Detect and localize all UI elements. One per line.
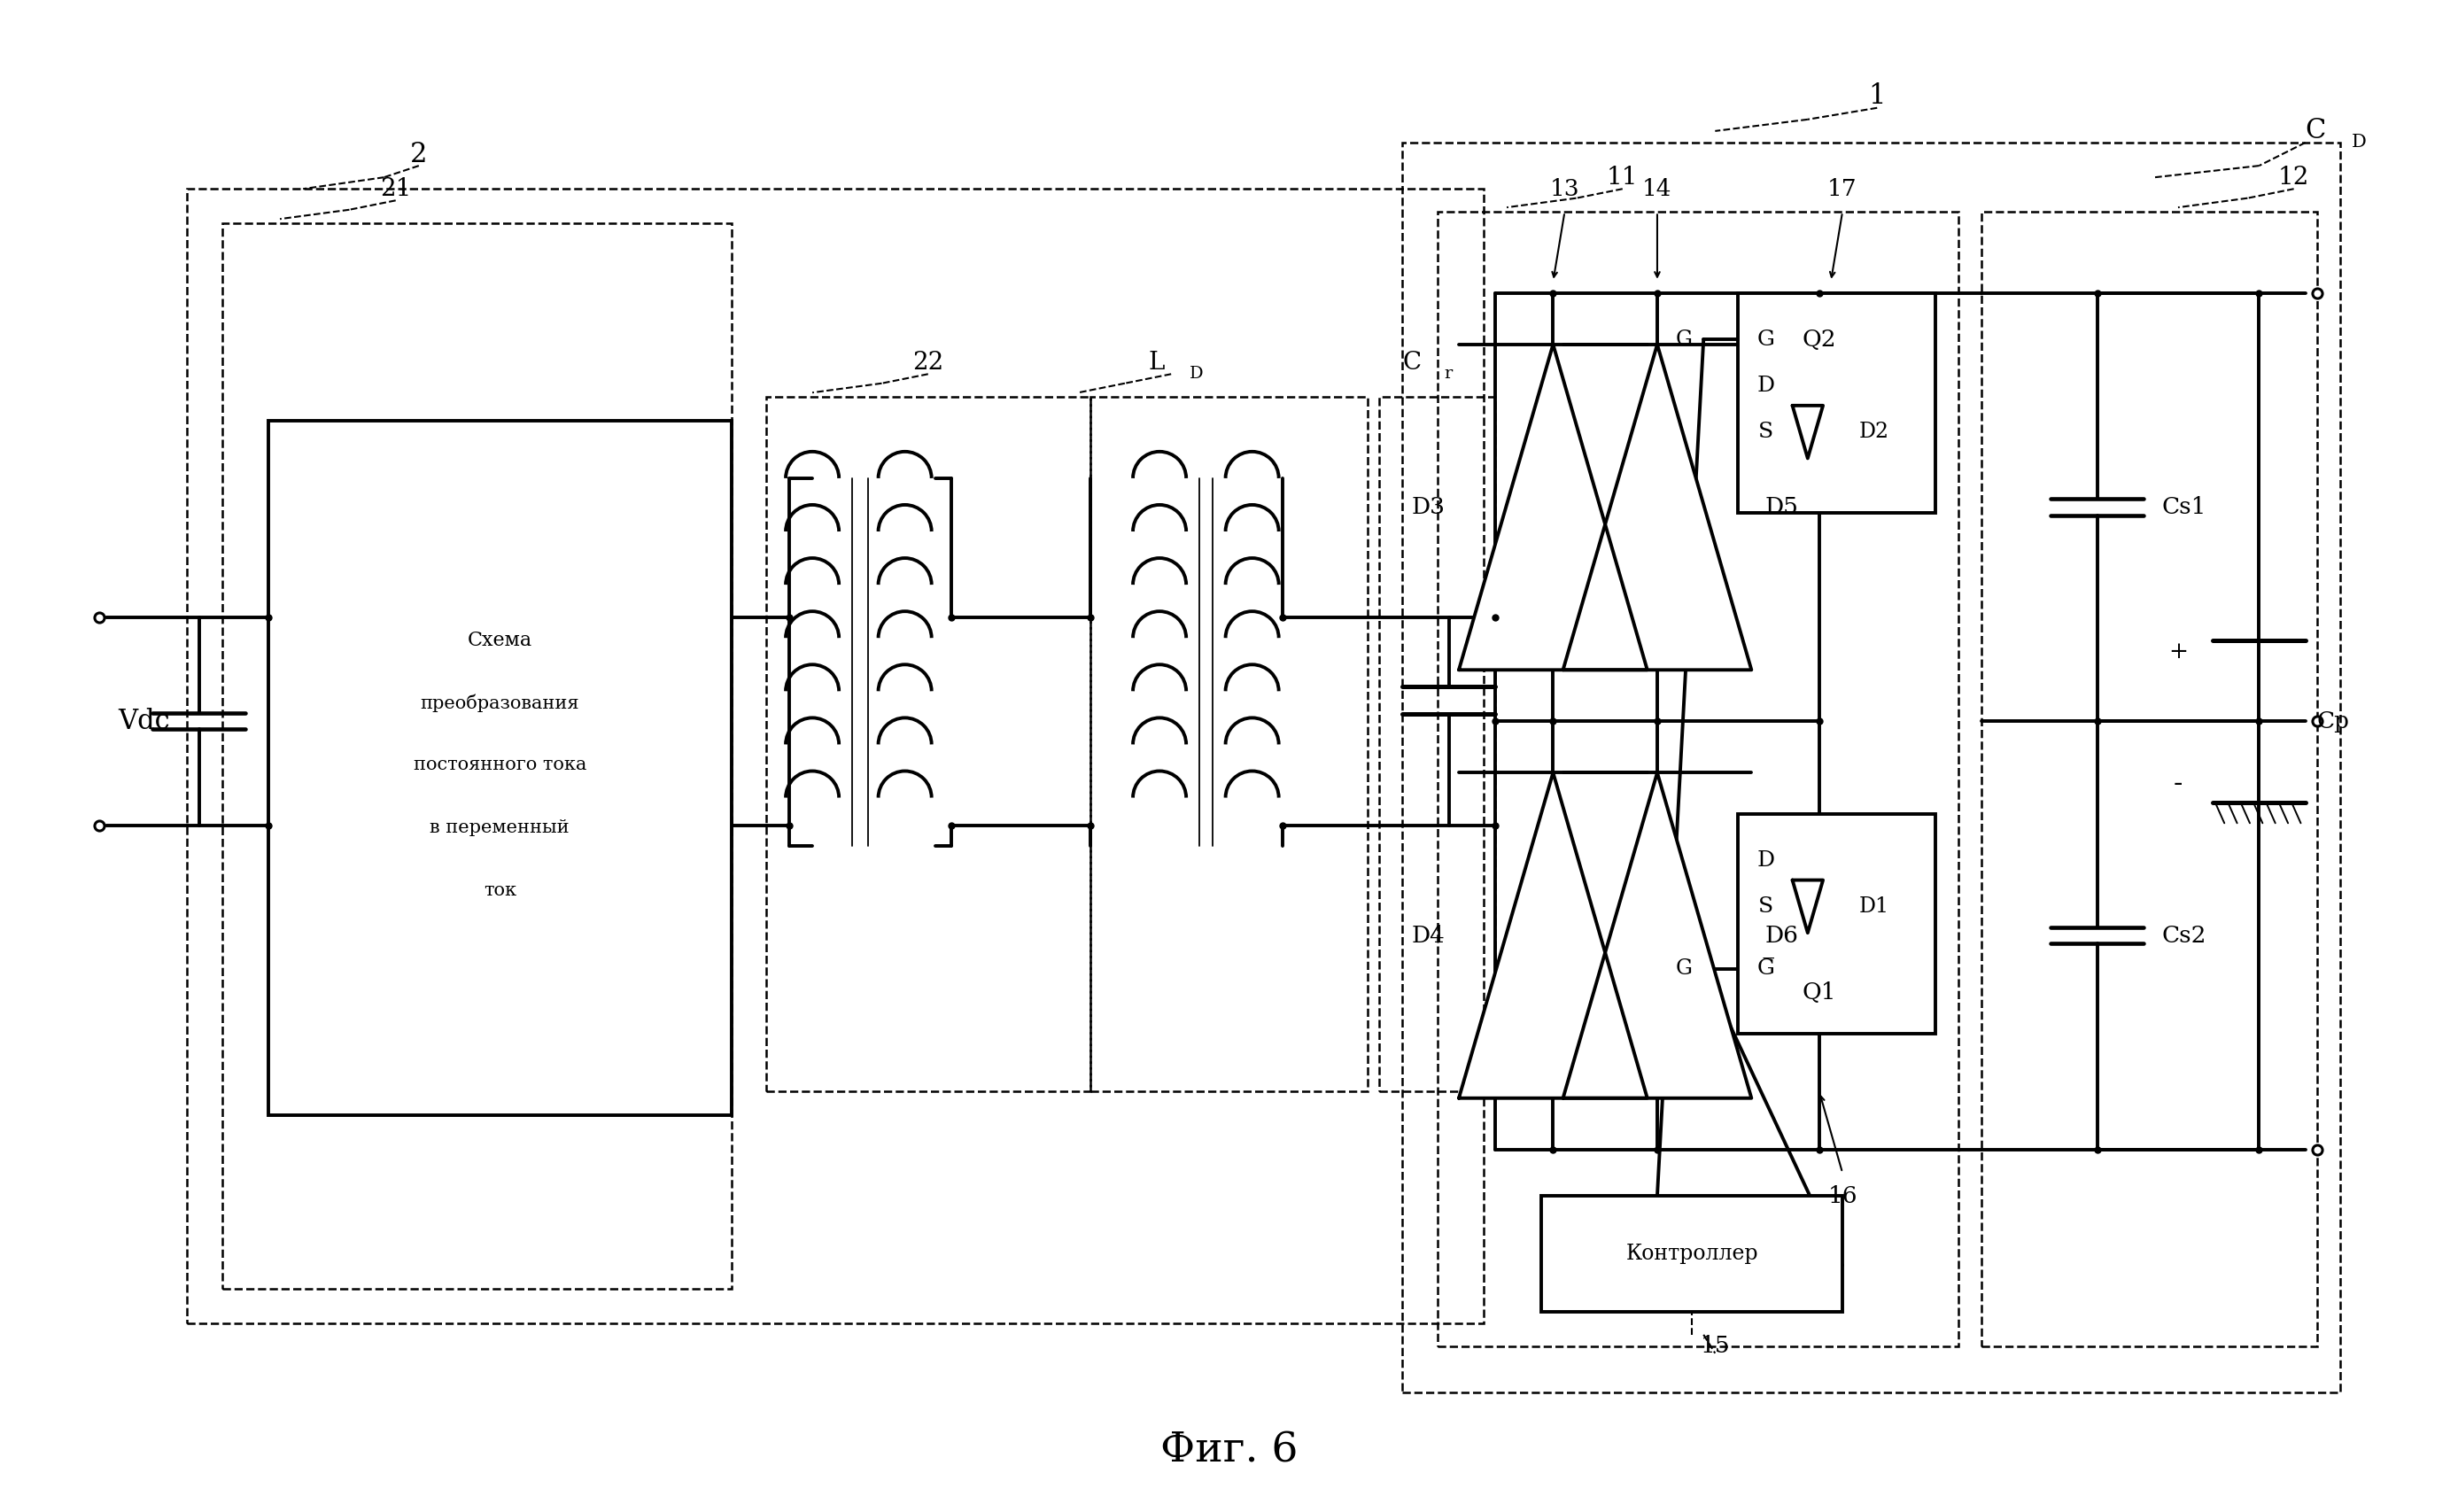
- Bar: [268, 420, 732, 1114]
- Text: D4: D4: [1411, 924, 1445, 947]
- Bar: [187, 189, 1485, 1323]
- Text: C: C: [2306, 118, 2325, 145]
- Text: L: L: [1148, 351, 1165, 375]
- Polygon shape: [1792, 405, 1824, 458]
- Text: Cp: Cp: [2318, 711, 2350, 732]
- Polygon shape: [1460, 345, 1647, 670]
- Text: +: +: [2168, 641, 2188, 662]
- Bar: [1089, 398, 1369, 1092]
- Text: Q2: Q2: [1802, 328, 1836, 351]
- Text: G̅: G̅: [1757, 959, 1775, 980]
- Text: D: D: [1757, 850, 1775, 871]
- Text: D3: D3: [1411, 496, 1445, 519]
- Text: преобразования: преобразования: [420, 694, 580, 712]
- Text: 16: 16: [1829, 1185, 1858, 1207]
- Text: 2: 2: [410, 141, 428, 168]
- Text: D1: D1: [1858, 897, 1888, 916]
- Bar: [1981, 212, 2318, 1346]
- Polygon shape: [1460, 773, 1647, 1098]
- Text: 21: 21: [381, 177, 410, 201]
- Polygon shape: [1563, 773, 1753, 1098]
- Bar: [221, 224, 732, 1288]
- Text: в переменный: в переменный: [430, 820, 570, 836]
- Text: 22: 22: [912, 351, 944, 375]
- Text: 12: 12: [2279, 165, 2311, 189]
- Text: D: D: [1757, 375, 1775, 396]
- Text: 14: 14: [1642, 178, 1671, 200]
- Text: D: D: [2352, 135, 2367, 151]
- Bar: [1404, 142, 2340, 1393]
- Polygon shape: [1792, 880, 1824, 933]
- Text: -: -: [2173, 770, 2183, 797]
- Text: Схема: Схема: [467, 631, 533, 650]
- Text: D: D: [1190, 366, 1204, 383]
- Text: Cs1: Cs1: [2163, 496, 2207, 519]
- Text: D6: D6: [1765, 924, 1799, 947]
- Text: G: G: [1676, 959, 1691, 980]
- Text: Фиг. 6: Фиг. 6: [1160, 1430, 1298, 1471]
- Text: 1: 1: [1868, 83, 1885, 110]
- Text: C: C: [1404, 351, 1421, 375]
- Bar: [767, 398, 1089, 1092]
- Text: 13: 13: [1549, 178, 1580, 200]
- Text: D5: D5: [1765, 496, 1799, 519]
- Text: 17: 17: [1829, 178, 1858, 200]
- Text: Cs2: Cs2: [2163, 924, 2207, 947]
- Text: D2: D2: [1858, 422, 1888, 442]
- Bar: [1379, 398, 1494, 1092]
- Text: ток: ток: [484, 881, 516, 898]
- Text: Q1: Q1: [1802, 981, 1836, 1002]
- Text: G: G: [1676, 330, 1691, 349]
- Polygon shape: [1563, 345, 1753, 670]
- Text: Контроллер: Контроллер: [1625, 1243, 1757, 1264]
- Bar: [1438, 212, 1959, 1346]
- Text: G: G: [1757, 330, 1775, 349]
- Text: постоянного тока: постоянного тока: [413, 758, 587, 774]
- Text: Vdc: Vdc: [118, 708, 170, 735]
- Text: 15: 15: [1701, 1335, 1730, 1358]
- Bar: [1541, 1196, 1844, 1311]
- Bar: [1738, 293, 1934, 513]
- Text: S: S: [1757, 422, 1775, 442]
- Text: r: r: [1445, 366, 1453, 383]
- Text: S: S: [1757, 897, 1775, 916]
- Text: 11: 11: [1608, 165, 1637, 189]
- Bar: [1738, 813, 1934, 1034]
